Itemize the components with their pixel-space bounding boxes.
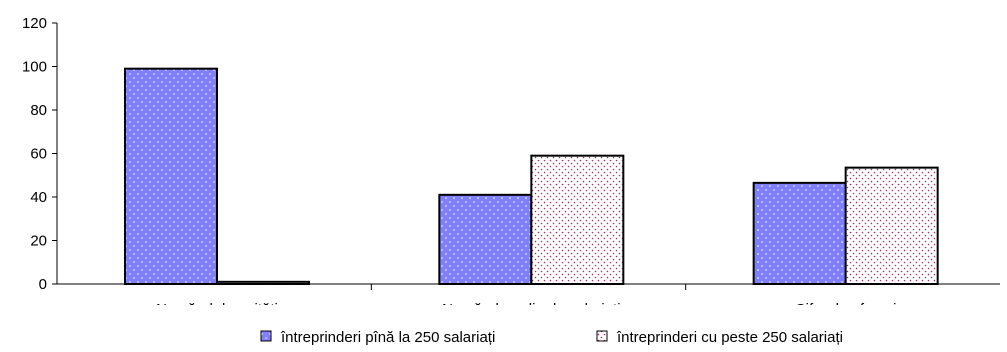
category-label: Numărul de unități <box>156 301 278 318</box>
y-ticks: 0 20 40 60 80 100 120 <box>22 15 687 293</box>
y-tick-label: 100 <box>22 59 47 76</box>
y-tick-label: 120 <box>22 15 47 32</box>
y-tick-label: 40 <box>30 189 47 206</box>
x-categories: Numărul de unități Numărul mediu de salar… <box>156 301 897 318</box>
category-label: Numărul mediu de salariați <box>442 301 620 318</box>
legend-label-1: întreprinderi pînă la 250 salariați <box>280 329 495 346</box>
bars-layer <box>124 67 939 286</box>
bar-series-1-0 <box>124 67 218 285</box>
legend-swatch-2 <box>596 330 608 342</box>
bar-series-2-1 <box>530 154 625 285</box>
bar-series-1-1 <box>438 193 533 285</box>
y-tick-label: 0 <box>39 276 47 293</box>
legend-label-2: întreprinderi cu peste 250 salariați <box>616 329 843 346</box>
bar-series-2-2 <box>844 166 939 285</box>
legend-swatch-1 <box>260 330 272 342</box>
y-tick-label: 60 <box>30 146 47 163</box>
legend: întreprinderi pînă la 250 salariați între… <box>260 329 843 346</box>
bar-series-1-2 <box>752 181 847 285</box>
y-tick-label: 80 <box>30 102 47 119</box>
y-tick-label: 20 <box>30 233 47 250</box>
category-label: Cifra de afaceri <box>795 301 897 318</box>
